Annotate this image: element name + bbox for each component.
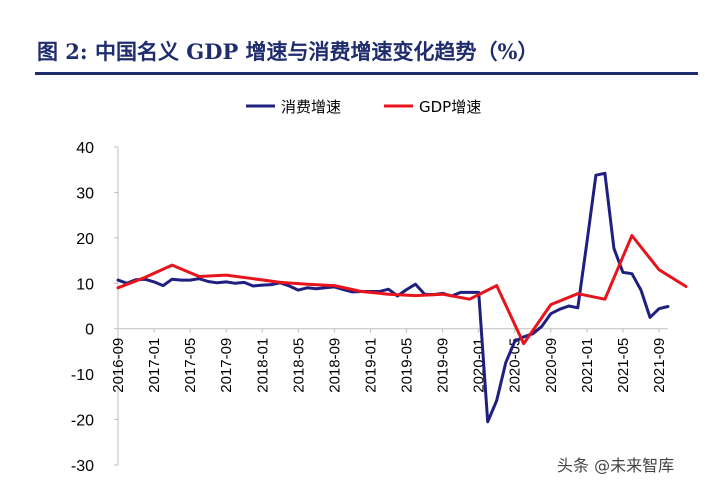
axes: 40 30 20 10 0 -10 -20 -30 2016-09 2017-01 2017-05 2…	[71, 140, 668, 475]
x-tick-label: 2018-01	[254, 338, 271, 393]
y-tick-label: 30	[76, 185, 94, 202]
series-layer	[116, 171, 688, 424]
legend-label-gdp: GDP增速	[419, 98, 481, 116]
y-tick-label: 0	[85, 322, 94, 339]
watermark: 头条 @未来智库	[557, 456, 675, 475]
x-tick-label: 2019-01	[362, 338, 379, 393]
y-tick-label: 40	[76, 140, 94, 157]
x-tick-label: 2016-09	[110, 338, 127, 393]
y-tick-label: -20	[71, 413, 94, 430]
x-tick-label: 2021-05	[615, 338, 632, 393]
x-tick-label: 2017-09	[218, 338, 235, 393]
x-tick-label: 2018-09	[326, 338, 343, 393]
title-divider	[35, 72, 698, 75]
x-tick-label: 2017-01	[146, 338, 163, 393]
x-tick-label: 2021-09	[651, 338, 668, 393]
x-tick-label: 2019-05	[399, 338, 416, 393]
y-tick-label: 10	[76, 276, 94, 293]
x-tick-label: 2019-09	[435, 338, 452, 393]
series-line-consumption	[116, 171, 670, 424]
y-tick-label: -10	[71, 367, 94, 384]
x-tick-label: 2021-01	[579, 338, 596, 393]
y-tick-label: 20	[76, 231, 94, 248]
y-tick-label: -30	[71, 458, 94, 475]
x-tick-label: 2017-05	[182, 338, 199, 393]
x-tick-label: 2020-09	[543, 338, 560, 393]
legend-label-consumption: 消费增速	[281, 98, 341, 116]
legend: 消费增速 GDP增速	[246, 98, 481, 116]
x-tick-label: 2018-05	[290, 338, 307, 393]
x-tick-label: 2020-05	[507, 338, 524, 393]
figure-title: 图 2: 中国名义 GDP 增速与消费增速变化趋势（%）	[37, 39, 539, 64]
series-line-gdp	[116, 234, 688, 346]
